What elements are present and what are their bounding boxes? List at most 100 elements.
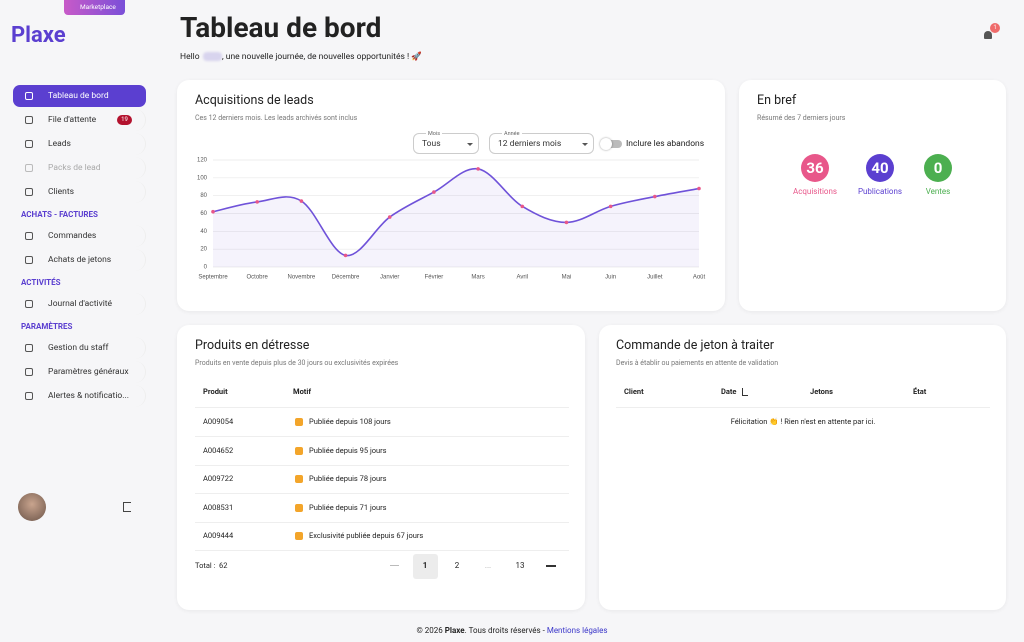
nav-item-bg[interactable] <box>13 293 146 315</box>
nav-label[interactable]: File d'attente <box>48 115 97 125</box>
x-tick-label: Juillet <box>647 275 663 281</box>
product-id: A008531 <box>203 502 234 512</box>
nav-label[interactable]: Gestion du staff <box>48 343 109 353</box>
footer-link[interactable]: Mentions légales <box>546 626 608 635</box>
nav-label[interactable]: Packs de lead <box>48 163 101 173</box>
y-tick-label: 40 <box>200 229 207 235</box>
point <box>697 186 701 191</box>
leads-chart: 0 20 40 60 80 100 120 Septembre Octobre Novembre D… <box>197 158 706 281</box>
nav-item-bg[interactable] <box>13 361 146 383</box>
greeting-start: Hello <box>180 52 200 62</box>
nav-label[interactable]: Commandes <box>48 231 97 241</box>
point <box>299 199 304 203</box>
card-subtitle: Devis à établir ou paiements en attente … <box>616 359 779 367</box>
nav-label[interactable]: Achats de jetons <box>48 255 112 265</box>
select-label[interactable]: Mois <box>426 126 443 142</box>
stat-label: Acquisitions <box>792 187 838 196</box>
stat-value: 0 <box>933 159 943 177</box>
page-number[interactable]: 2 <box>454 561 460 570</box>
toggle-label[interactable]: Inclure les abandons <box>626 139 705 149</box>
select[interactable]: Année 12 derniers mois <box>489 126 594 154</box>
point <box>653 194 657 199</box>
x-tick-label: Juin <box>605 275 616 281</box>
icon <box>25 368 33 376</box>
page-current-bg[interactable] <box>413 554 438 579</box>
x-tick-label: Novembre <box>288 275 316 281</box>
motif: Publiée depuis 78 jours <box>309 474 387 483</box>
page-number[interactable]: 1 <box>422 561 428 570</box>
column-header[interactable]: Date <box>721 387 737 396</box>
icon <box>25 116 33 124</box>
sort-icon[interactable] <box>742 388 748 396</box>
point <box>387 215 392 219</box>
x-tick-label: Février <box>425 275 444 281</box>
marketplace-label[interactable]: Marketplace <box>80 3 116 11</box>
icon <box>25 164 33 172</box>
column-header: Motif <box>293 387 312 396</box>
warning-icon <box>295 503 303 512</box>
card-title: Produits en détresse <box>195 338 310 353</box>
nav-item-bg[interactable] <box>13 385 146 407</box>
icon <box>25 392 33 400</box>
nav-item-bg[interactable] <box>13 157 146 179</box>
row-separator <box>195 407 569 408</box>
select[interactable]: Mois Tous <box>413 126 479 154</box>
point <box>343 253 348 258</box>
point <box>520 204 525 209</box>
nav-label[interactable]: Clients <box>48 187 75 197</box>
nav-active-bg[interactable] <box>13 85 146 107</box>
total-value: 62 <box>219 561 228 570</box>
x-tick-label: Août <box>693 275 706 281</box>
caret <box>582 143 588 146</box>
prev-arrow[interactable] <box>390 565 399 566</box>
nav-item-bg[interactable] <box>13 225 146 247</box>
toggle-track[interactable] <box>602 140 622 148</box>
nav-label[interactable]: Tableau de bord <box>48 91 109 101</box>
column-header: Produit <box>203 387 228 396</box>
footer: © 2026 Plaxe. Tous droits réservés - Men… <box>0 623 1024 639</box>
y-tick-label: 100 <box>197 175 208 181</box>
nav-section-title: ACHATS - FACTURES <box>21 210 98 219</box>
point <box>476 167 480 171</box>
page-number[interactable]: 13 <box>515 561 525 570</box>
stat-value: 36 <box>806 159 824 177</box>
select-value[interactable]: 12 derniers mois <box>498 139 562 149</box>
select-label[interactable]: Année <box>502 126 522 142</box>
card-title: Acquisitions de leads <box>195 93 314 108</box>
nav-item-bg[interactable] <box>13 109 146 131</box>
point <box>564 220 569 225</box>
notification-count: 1 <box>993 24 997 31</box>
nav-item-bg[interactable] <box>13 133 146 155</box>
page-title: Tableau de bord <box>180 11 382 44</box>
next-arrow[interactable] <box>546 565 556 567</box>
products-card <box>177 325 585 610</box>
stat-label: Publications <box>857 187 903 196</box>
x-tick-label: Avril <box>516 275 528 281</box>
nav-label[interactable]: Alertes & notificatio... <box>48 391 129 401</box>
row-separator <box>616 407 990 408</box>
bell-icon[interactable] <box>984 31 992 39</box>
nav-label[interactable]: Leads <box>48 139 71 149</box>
icon <box>25 256 33 264</box>
select-value[interactable]: Tous <box>422 139 441 149</box>
toggle-knob[interactable] <box>600 138 612 150</box>
marketplace-button[interactable]: Marketplace <box>64 0 125 15</box>
orders-card <box>599 325 1006 610</box>
nav-item-bg[interactable] <box>13 337 146 359</box>
row-separator <box>195 521 569 523</box>
footer-rights: . Tous droits réservés - <box>464 626 545 635</box>
product-id: A009722 <box>203 474 234 483</box>
nav-label[interactable]: Journal d'activité <box>48 299 113 309</box>
nav-badge: 19 <box>117 115 132 125</box>
column-header: État <box>913 387 927 396</box>
motif: Publiée depuis 71 jours <box>309 502 387 512</box>
nav-item-bg[interactable] <box>13 181 146 203</box>
card-title: Commande de jeton à traiter <box>616 338 774 353</box>
nav-item-bg[interactable] <box>13 249 146 271</box>
nav-label[interactable]: Paramètres généraux <box>48 367 129 377</box>
column-header: Client <box>624 387 644 396</box>
point <box>432 190 436 194</box>
logout-icon[interactable] <box>123 502 131 512</box>
warning-icon <box>295 418 303 426</box>
stat-circle: 36 <box>801 154 829 182</box>
